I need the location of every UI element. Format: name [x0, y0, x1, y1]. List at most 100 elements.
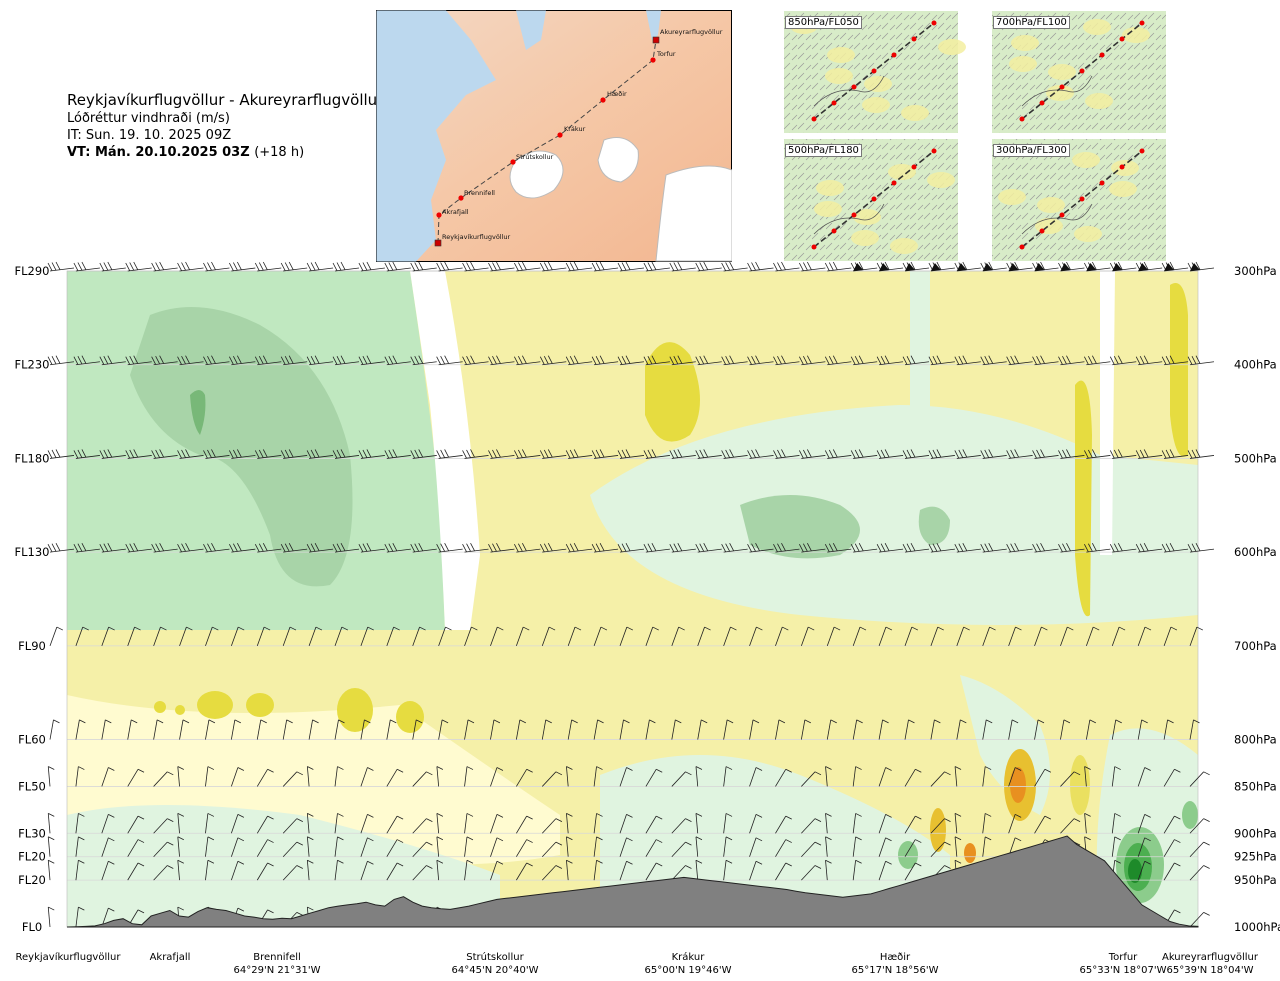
wind-barb [125, 261, 152, 272]
wind-barb [332, 355, 360, 366]
wind-barb [721, 449, 748, 459]
wind-barb [334, 719, 345, 740]
wind-barb [256, 626, 271, 646]
downwind-core [930, 808, 946, 852]
wind-barb [799, 355, 826, 366]
wind-barb [360, 860, 374, 881]
wind-barb [49, 719, 60, 740]
wind-barb [852, 719, 863, 740]
wind-barb [490, 626, 504, 646]
wind-barb [852, 859, 862, 881]
wind-barb [775, 862, 792, 881]
map-glacier [655, 165, 732, 262]
wind-barb [1034, 719, 1045, 740]
wind-barb [1109, 542, 1137, 553]
waypoint-name: Krákur [672, 951, 706, 963]
downwind-core [246, 693, 274, 717]
wind-barb [645, 815, 663, 834]
wind-barb [695, 542, 722, 553]
wind-barb [203, 449, 230, 459]
wind-barb [256, 862, 274, 881]
wind-barb [516, 839, 533, 857]
wind-barb [73, 542, 100, 553]
wind-barb [488, 355, 515, 366]
wind-barb [801, 818, 822, 834]
wind-barb [826, 626, 841, 646]
wind-barb [282, 626, 297, 646]
inset-label-700: 700hPa/FL100 [993, 16, 1070, 29]
pressure-level-label: 925hPa [1234, 850, 1277, 864]
wind-barb [1058, 449, 1085, 459]
upwind-region [67, 805, 500, 927]
wind-barb [902, 449, 930, 459]
wind-barb [954, 836, 962, 857]
wind-barb [541, 771, 563, 787]
wind-barb [954, 261, 981, 272]
wind-barb [153, 865, 174, 881]
wind-barb [230, 626, 245, 646]
wind-barb [1109, 355, 1137, 366]
wind-barb [75, 626, 89, 646]
wind-barb [256, 768, 274, 787]
wind-barb [1135, 261, 1163, 272]
pressure-level-label: 950hPa [1234, 873, 1277, 887]
downwind-core [1070, 755, 1090, 815]
wind-barb [1189, 865, 1210, 881]
wind-barb [749, 767, 763, 787]
wind-barb [1111, 813, 1121, 834]
wind-barb [1058, 261, 1085, 272]
wind-barb [982, 719, 993, 740]
map-airport-marker [434, 239, 442, 247]
level-inset-map [992, 11, 1166, 133]
wind-barb [334, 766, 344, 787]
wind-barb [1085, 719, 1097, 740]
wind-barb [101, 860, 115, 881]
wind-barb [1060, 771, 1081, 787]
wind-barb [723, 813, 733, 834]
wind-barb [205, 813, 215, 834]
wind-barb [1163, 815, 1181, 834]
wind-barb [153, 818, 174, 834]
wind-barb [205, 836, 215, 857]
wind-barb [488, 449, 515, 459]
wind-barb [1084, 813, 1091, 834]
wind-barb [125, 542, 152, 553]
wind-barb [876, 261, 904, 272]
wind-barb [1137, 626, 1152, 646]
wind-barb [619, 837, 633, 857]
wind-barb [852, 626, 867, 646]
wind-barb [514, 449, 541, 459]
wind-barb [177, 836, 184, 857]
wind-barb [306, 261, 334, 272]
wind-barb [127, 815, 145, 834]
wind-barb [1008, 814, 1022, 834]
wind-barb [1111, 836, 1121, 857]
wind-barb [101, 767, 115, 787]
flight-level-label: FL180 [15, 451, 50, 465]
wind-barb [47, 906, 55, 928]
map-waypoint-label: Reykjavíkurflugvöllur [442, 233, 511, 241]
wind-barb [1008, 767, 1022, 787]
upwind-core [130, 307, 353, 587]
wind-barb [539, 261, 567, 272]
wind-barb [464, 859, 474, 881]
wind-barb [773, 542, 800, 553]
wind-barb [619, 814, 633, 834]
wind-barb [177, 261, 204, 272]
wind-barb [410, 449, 437, 459]
wind-barb [205, 766, 215, 787]
wind-barb [747, 261, 774, 272]
wind-barb [256, 839, 274, 857]
wind-barb [617, 449, 645, 459]
pressure-level-label: 900hPa [1234, 826, 1277, 840]
wind-barb [591, 261, 619, 272]
wind-barb [852, 766, 862, 787]
wind-barb [824, 449, 852, 459]
wind-barb [747, 355, 774, 366]
wind-barb [671, 626, 685, 646]
wind-barb [956, 719, 967, 740]
downwind-core [154, 701, 166, 713]
wind-barb [203, 261, 230, 272]
wind-barb [49, 626, 64, 646]
wind-barb [99, 542, 126, 553]
